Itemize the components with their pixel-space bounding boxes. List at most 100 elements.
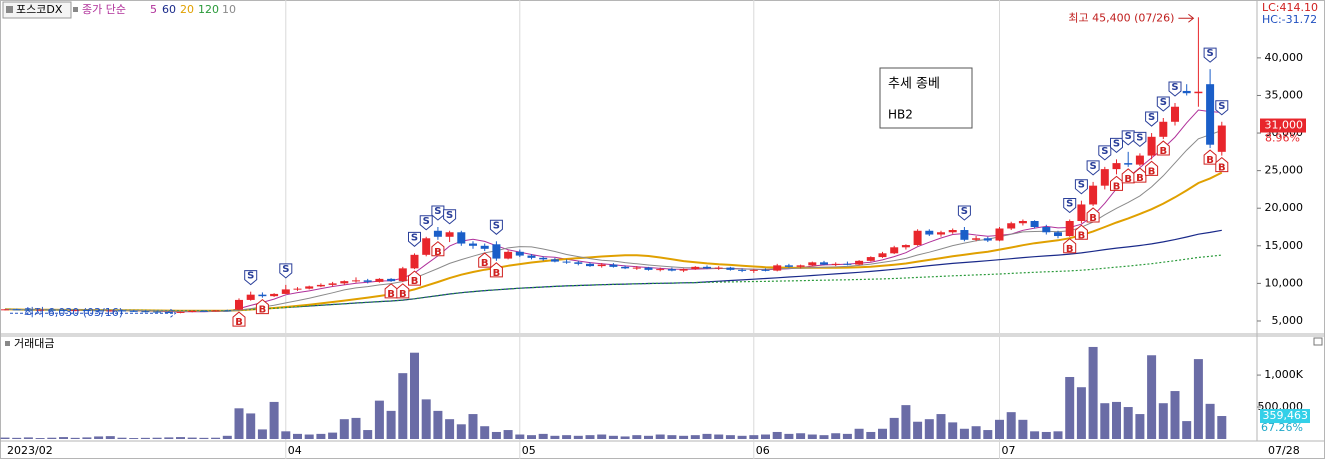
volume-bar [211,437,221,439]
candle-body [667,269,676,271]
stock-name-box[interactable] [2,1,72,19]
pane-button[interactable] [1313,337,1323,346]
candle-body [586,263,594,267]
buy-signal-marker [1086,207,1100,223]
buy-signal-marker [408,270,421,286]
candle-body [1054,232,1062,237]
sell-signal: S [1101,146,1108,157]
sell-signal-marker [1074,179,1088,195]
candle-body [141,311,150,313]
candle-body [24,309,33,311]
buy-signal: B [1078,230,1086,241]
candle-body [235,299,243,310]
candle-body [422,238,431,255]
candle-body [398,268,407,282]
volume-bar [538,433,548,439]
candle-body [270,293,279,297]
x-tick-label: 07 [1002,444,1016,457]
candle-body [387,278,396,282]
sell-signal: S [1148,112,1155,123]
sell-signal-marker [1063,197,1077,214]
candle-body [305,286,314,289]
icon [6,6,13,13]
candle-body [656,269,665,271]
candle-body [153,311,162,313]
candle-body [223,310,232,312]
volume-bar [257,429,267,439]
volume-bar [831,433,841,439]
candle-body [363,280,372,282]
volume-bar [550,435,560,439]
volume-bar [866,431,876,439]
sell-signal: S [1089,161,1096,172]
volume-bar [445,419,455,439]
volume-bar [515,434,525,439]
volume-bar [410,352,419,439]
candle-body [948,230,957,233]
candle-body [761,269,770,271]
buy-signal-marker [1110,175,1123,191]
candle-body [246,294,255,300]
y-tick-label: 25,000 [1265,164,1304,177]
buy-signal: B [1159,146,1167,157]
icon [73,7,78,12]
volume-bar [304,434,314,439]
candle-body [1077,204,1086,221]
volume-bar [421,399,431,439]
candle-body [258,294,267,297]
candle-body [457,232,466,244]
volume-bar [316,433,326,439]
buy-signal-marker [478,252,492,268]
candle-body [784,265,793,267]
volume-bar [117,437,127,439]
candle-body [375,278,384,282]
buy-signal: B [493,268,501,279]
volume-bar [889,417,899,439]
buy-signal-marker [489,262,503,278]
candle-body [433,230,442,237]
sell-signal: S [961,206,968,217]
buy-signal: B [1136,173,1144,184]
candle-body [866,257,875,261]
candle-body [199,310,208,312]
volume-bar [47,437,57,439]
candle-body [562,261,571,263]
buy-signal: B [1148,166,1156,177]
candle-body [983,238,992,241]
candle-body [340,281,349,284]
candle-body [843,263,852,265]
candle-body [82,310,91,312]
sell-signal: S [1206,48,1213,59]
sell-signal: S [1171,82,1178,93]
candle-body [504,251,513,259]
buy-signal-marker [431,241,445,257]
volume-bar [690,435,700,439]
volume-bar [573,435,583,439]
stock-name: 포스코DX [16,3,63,16]
volume-bar [1123,407,1133,439]
ma-legend: 20 [180,3,194,16]
volume-bar [1147,355,1157,439]
sell-signal-marker [489,219,503,235]
volume-bar [374,400,384,439]
candle-body [118,310,126,312]
volume-bar [983,430,993,439]
lc-label: LC:414.10 [1262,1,1318,14]
candle-body [855,260,864,265]
buy-signal-marker [1133,167,1147,183]
sell-signal-marker [1145,111,1159,127]
candle-body [913,230,922,246]
sell-signal: S [1078,180,1085,191]
sell-signal-marker [1168,81,1182,97]
y-tick-label: 1,000K [1264,368,1303,381]
buy-signal-marker [1203,149,1217,165]
volume-bar [433,410,443,439]
sell-signal: S [411,232,418,243]
volume-bar [222,435,232,439]
volume-bar [164,437,174,439]
ma-legend: 60 [162,3,176,16]
volume-bar [1100,403,1110,439]
candle-body [316,284,325,287]
x-tick-label: 05 [522,444,536,457]
buy-signal-marker [1156,140,1170,156]
